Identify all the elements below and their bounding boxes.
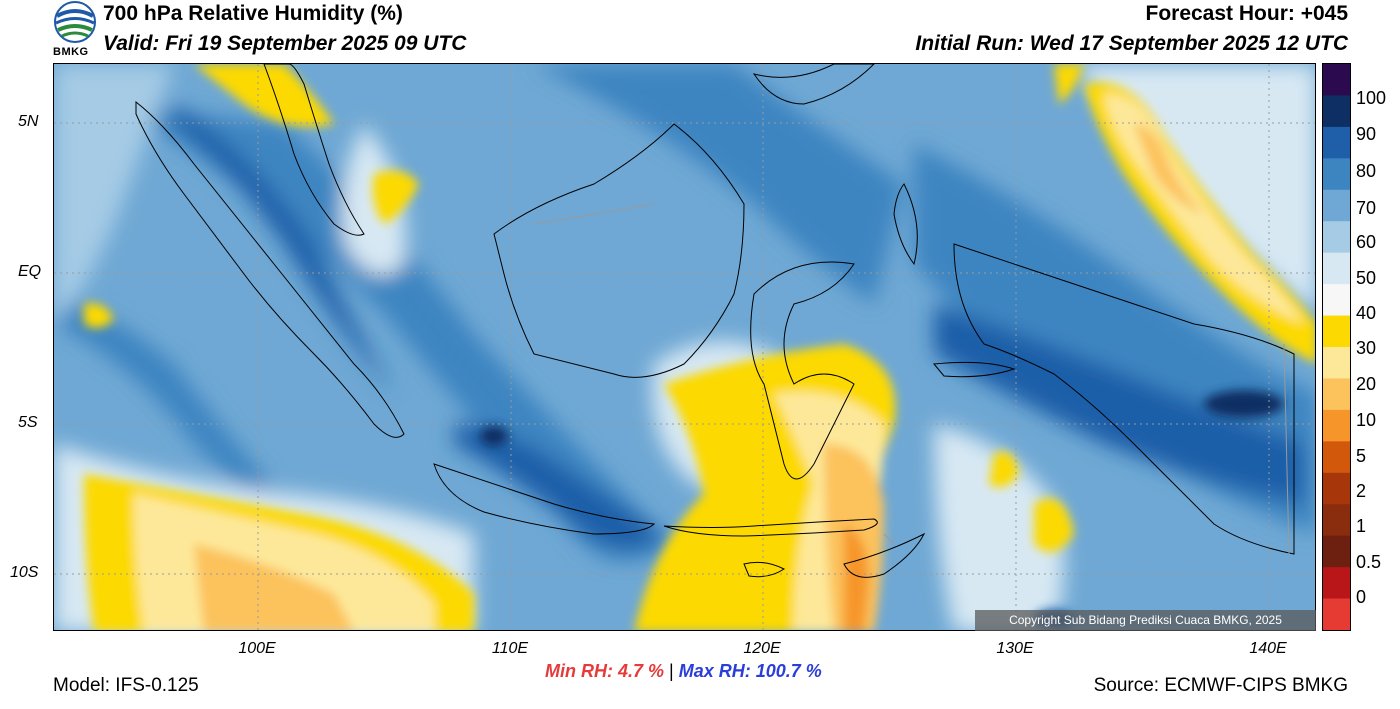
- graticule: [54, 64, 1315, 630]
- colorbar-swatches: [1323, 64, 1350, 631]
- colorbar-label-5: 5: [1356, 446, 1367, 466]
- colorbar-label-80: 80: [1356, 161, 1377, 181]
- java-coast: [433, 463, 656, 535]
- colorbar-swatch: [1323, 409, 1350, 442]
- source-label: Source: ECMWF-CIPS BMKG: [1093, 675, 1348, 696]
- colorbar-label-2: 2: [1356, 481, 1367, 501]
- malay-coast: [263, 64, 365, 236]
- valid-time: Valid: Fri 19 September 2025 09 UTC: [103, 32, 467, 55]
- seram-coast: [933, 361, 1016, 378]
- new-guinea-coast: [953, 243, 1295, 555]
- humidity-map: [53, 63, 1316, 631]
- colorbar-swatch: [1323, 472, 1350, 505]
- y-tick-eq: EQ: [18, 263, 42, 280]
- timor-coast: [843, 532, 926, 578]
- colorbar-swatch: [1323, 598, 1350, 631]
- bmkg-logo: [52, 0, 98, 60]
- colorbar-label-60: 60: [1356, 232, 1377, 252]
- colorbar-swatch: [1323, 284, 1350, 317]
- x-tick-130e: 130E: [996, 640, 1034, 657]
- min-rh: Min RH: 4.7 %: [545, 661, 665, 681]
- colorbar-swatch: [1323, 347, 1350, 379]
- x-tick-140e: 140E: [1249, 640, 1287, 657]
- sunda-coast: [663, 518, 878, 537]
- forecast-hour: Forecast Hour: +045: [1145, 2, 1349, 25]
- model-label: Model: IFS-0.125: [53, 675, 199, 696]
- y-tick-10s: 10S: [10, 564, 39, 581]
- colorbar-swatch: [1323, 252, 1350, 285]
- colorbar: [1322, 63, 1351, 631]
- colorbar-swatch: [1323, 441, 1350, 474]
- y-tick-5n: 5N: [18, 113, 39, 130]
- logo-text: BMKG: [53, 46, 89, 58]
- colorbar-swatch: [1323, 221, 1350, 254]
- colorbar-swatch: [1323, 95, 1350, 128]
- x-tick-120e: 120E: [743, 640, 781, 657]
- coastlines: [135, 64, 1295, 578]
- sulawesi-coast: [750, 261, 855, 480]
- colorbar-swatch: [1323, 126, 1350, 159]
- x-tick-100e: 100E: [238, 640, 276, 657]
- colorbar-label-40: 40: [1356, 303, 1377, 323]
- borders: [533, 203, 1290, 555]
- maluku-coast: [893, 183, 918, 266]
- colorbar-label-0-5: 0.5: [1356, 552, 1382, 572]
- stats-separator: |: [669, 661, 674, 681]
- colorbar-label-70: 70: [1356, 198, 1377, 218]
- sumatra-coast: [135, 100, 405, 438]
- humidity-field: [54, 64, 1315, 630]
- colorbar-swatch: [1323, 504, 1350, 537]
- chart-title: 700 hPa Relative Humidity (%): [103, 2, 403, 25]
- colorbar-swatch: [1323, 567, 1350, 600]
- copyright-notice: Copyright Sub Bidang Prediksi Cuaca BMKG…: [975, 610, 1316, 631]
- colorbar-swatch: [1323, 64, 1350, 96]
- initial-run: Initial Run: Wed 17 September 2025 12 UT…: [915, 32, 1348, 55]
- borneo-coast: [493, 123, 745, 378]
- colorbar-label-10: 10: [1356, 410, 1377, 430]
- colorbar-swatch: [1323, 189, 1350, 222]
- colorbar-swatch: [1323, 315, 1350, 348]
- max-rh: Max RH: 100.7 %: [678, 661, 822, 681]
- colorbar-label-90: 90: [1356, 124, 1377, 144]
- colorbar-label-0: 0: [1356, 587, 1367, 607]
- x-tick-110e: 110E: [491, 640, 529, 657]
- y-tick-5s: 5S: [18, 414, 38, 431]
- colorbar-label-50: 50: [1356, 268, 1377, 288]
- colorbar-swatch: [1323, 158, 1350, 191]
- colorbar-label-20: 20: [1356, 374, 1377, 394]
- mindanao-coast: [752, 64, 875, 105]
- colorbar-label-100: 100: [1356, 88, 1387, 108]
- colorbar-label-30: 30: [1356, 338, 1377, 358]
- flores-coast: [743, 561, 785, 578]
- colorbar-swatch: [1323, 378, 1350, 411]
- rh-stats: Min RH: 4.7 % | Max RH: 100.7 %: [545, 661, 822, 682]
- colorbar-label-1: 1: [1356, 516, 1367, 536]
- colorbar-swatch: [1323, 535, 1350, 568]
